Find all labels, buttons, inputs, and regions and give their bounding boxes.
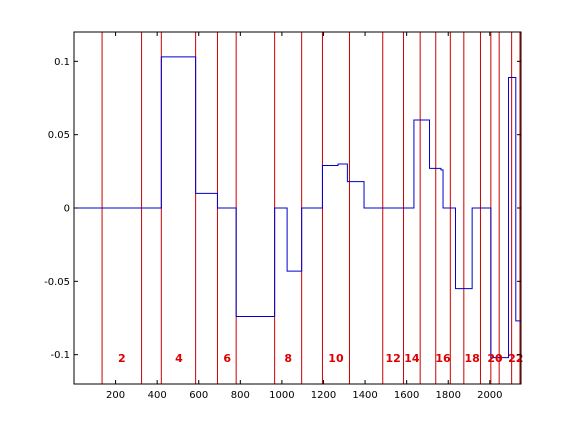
segment-label-6: 6: [223, 352, 231, 365]
x-tick-label: 800: [231, 390, 250, 401]
y-tick-label: 0.05: [48, 130, 70, 141]
segment-label-16: 16: [435, 352, 451, 365]
segment-label-18: 18: [464, 352, 479, 365]
x-tick-label: 600: [189, 390, 208, 401]
segment-label-4: 4: [175, 352, 183, 365]
x-tick-label: 200: [106, 390, 125, 401]
segment-labels: 2 4 6 8 10 12 14 16 18 20 22: [118, 352, 523, 365]
series-1-line: [74, 56, 521, 359]
series-layer: [74, 56, 521, 359]
x-tick-label: 1400: [352, 390, 377, 401]
segment-label-10: 10: [328, 352, 344, 365]
x-tick-label: 1600: [394, 390, 419, 401]
x-axis: 200 400 600 800 1000 1200 1400 1600 1800 2000: [106, 32, 503, 401]
x-tick-label: 400: [148, 390, 167, 401]
y-tick-label: -0.05: [44, 277, 70, 288]
segment-label-8: 8: [284, 352, 292, 365]
segment-label-22: 22: [508, 352, 523, 365]
segment-label-12: 12: [385, 352, 400, 365]
x-tick-label: 2000: [477, 390, 502, 401]
segment-label-14: 14: [404, 352, 420, 365]
x-tick-label: 1800: [436, 390, 461, 401]
y-tick-label: 0.1: [54, 57, 70, 68]
x-tick-label: 1000: [269, 390, 294, 401]
y-tick-label: 0: [64, 204, 70, 215]
segment-label-20: 20: [487, 352, 503, 365]
y-axis: 0.1 0.05 0 -0.05 -0.1: [44, 57, 521, 361]
y-tick-label: -0.1: [50, 350, 70, 361]
x-tick-label: 1200: [311, 390, 336, 401]
segment-label-2: 2: [118, 352, 126, 365]
